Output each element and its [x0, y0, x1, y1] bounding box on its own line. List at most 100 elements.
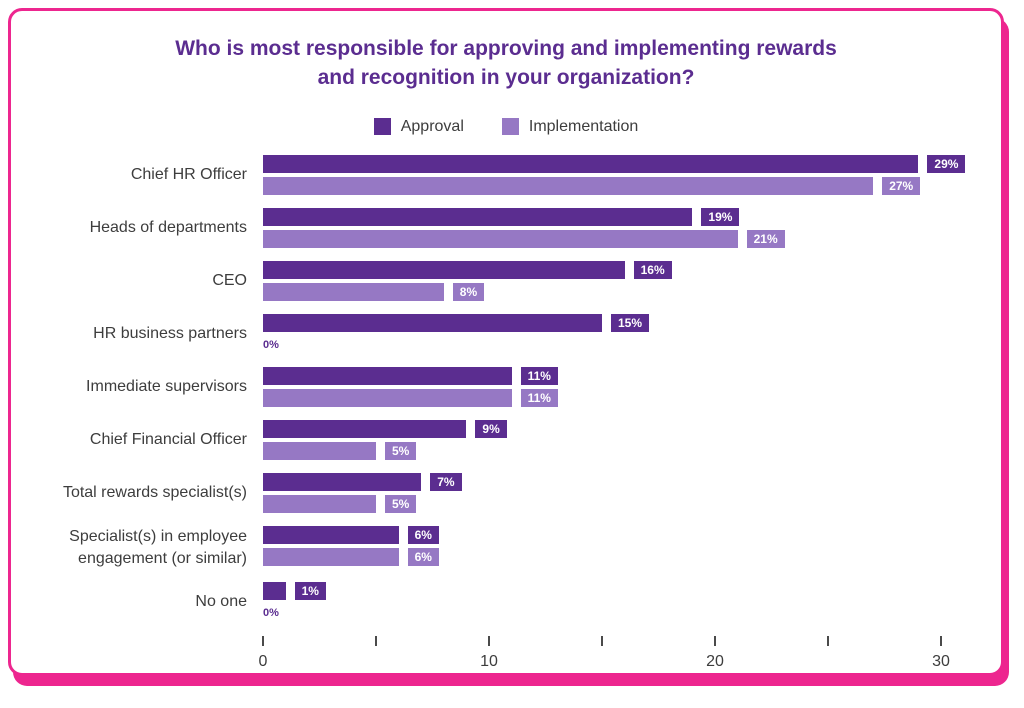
- chart-row: Chief HR Officer 29% 27%: [11, 154, 1001, 195]
- implementation-bar: [263, 547, 399, 566]
- category-label: Heads of departments: [89, 219, 247, 237]
- bar-group: 1% 0%: [263, 582, 1001, 622]
- x-axis-tick-label: 20: [706, 653, 724, 671]
- implementation-value-label: 5%: [385, 494, 417, 513]
- implementation-value-label: 11%: [520, 388, 558, 407]
- bar-group: 15% 0%: [263, 313, 1001, 354]
- legend-item-implementation: Implementation: [501, 117, 639, 137]
- chart-row: Immediate supervisors 11% 11%: [11, 366, 1001, 407]
- bar-group: 16% 8%: [263, 260, 1001, 301]
- approval-bar: [263, 525, 399, 544]
- chart-row: Chief Financial Officer 9% 5%: [11, 419, 1001, 460]
- bar-group: 6% 6%: [263, 525, 1001, 569]
- implementation-value-label: 21%: [746, 229, 785, 248]
- approval-value-label: 11%: [520, 366, 558, 385]
- chart-row: No one 1% 0%: [11, 582, 1001, 622]
- approval-bar-line: 9%: [263, 419, 1001, 438]
- implementation-bar: [263, 229, 738, 248]
- implementation-bar-line: 8%: [263, 282, 1001, 301]
- category-label: Chief HR Officer: [130, 166, 247, 184]
- implementation-bar: [263, 494, 376, 513]
- approval-bar: [263, 366, 512, 385]
- implementation-bar: [263, 282, 444, 301]
- approval-bar: [263, 472, 422, 491]
- implementation-bar-line: 6%: [263, 547, 1001, 566]
- chart-row: HR business partners 15% 0%: [11, 313, 1001, 354]
- x-axis-tick-label: 0: [258, 653, 268, 671]
- category-label: CEO: [212, 272, 247, 290]
- approval-bar-line: 19%: [263, 207, 1001, 226]
- category-label: Specialist(s) in employee engagement (or…: [69, 527, 247, 567]
- approval-bar-line: 6%: [263, 525, 1001, 544]
- bar-group: 29% 27%: [263, 154, 1001, 195]
- implementation-bar-line: 5%: [263, 441, 1001, 460]
- approval-swatch-icon: [373, 118, 391, 136]
- category-label: Total rewards specialist(s): [62, 484, 247, 502]
- implementation-bar-line: 27%: [263, 176, 1001, 195]
- category-label: Immediate supervisors: [86, 378, 247, 396]
- approval-value-label: 15%: [611, 313, 650, 332]
- chart-title-line2: and recognition in your organization?: [317, 65, 695, 89]
- implementation-value-label: 5%: [385, 441, 417, 460]
- category-label: HR business partners: [93, 325, 247, 343]
- implementation-zero-label: 0%: [263, 338, 279, 351]
- approval-value-label: 6%: [407, 525, 439, 544]
- x-axis-tick: [488, 636, 490, 647]
- x-axis-tick-label: 30: [932, 653, 950, 671]
- x-axis-tick: [262, 636, 264, 647]
- chart-title: Who is most responsible for approving an…: [11, 35, 1001, 93]
- approval-value-label: 1%: [294, 582, 326, 601]
- approval-bar-line: 29%: [263, 154, 1001, 173]
- implementation-value-label: 27%: [882, 176, 921, 195]
- approval-bar-line: 16%: [263, 260, 1001, 279]
- chart-card: Who is most responsible for approving an…: [8, 8, 1004, 676]
- approval-bar-line: 7%: [263, 472, 1001, 491]
- approval-value-label: 19%: [701, 207, 740, 226]
- chart-row: Heads of departments 19% 21%: [11, 207, 1001, 248]
- approval-bar: [263, 154, 919, 173]
- x-axis-tick: [601, 636, 603, 647]
- approval-bar-line: 1%: [263, 582, 1001, 601]
- legend-item-approval: Approval: [373, 117, 464, 137]
- x-axis-tick: [714, 636, 716, 647]
- approval-bar-line: 11%: [263, 366, 1001, 385]
- chart-row: Specialist(s) in employee engagement (or…: [11, 525, 1001, 569]
- implementation-bar-line: 21%: [263, 229, 1001, 248]
- approval-bar: [263, 207, 693, 226]
- legend-label: Implementation: [528, 117, 639, 135]
- approval-bar: [263, 260, 625, 279]
- approval-bar: [263, 419, 467, 438]
- approval-value-label: 29%: [927, 154, 966, 173]
- approval-value-label: 7%: [430, 472, 462, 491]
- implementation-zero-label: 0%: [263, 607, 279, 620]
- implementation-value-label: 8%: [452, 282, 485, 301]
- chart-plot-area: Chief HR Officer 29% 27% Heads of departmen…: [11, 154, 1001, 622]
- bar-group: 7% 5%: [263, 472, 1001, 513]
- approval-bar: [263, 313, 602, 332]
- implementation-value-label: 6%: [407, 547, 439, 566]
- x-axis-tick: [940, 636, 942, 647]
- implementation-bar-line: 5%: [263, 494, 1001, 513]
- chart-row: Total rewards specialist(s) 7% 5%: [11, 472, 1001, 513]
- category-label: Chief Financial Officer: [89, 431, 247, 449]
- chart-title-line1: Who is most responsible for approving an…: [175, 37, 837, 60]
- bar-group: 11% 11%: [263, 366, 1001, 407]
- implementation-swatch-icon: [501, 118, 519, 136]
- legend-label: Approval: [400, 117, 464, 135]
- x-axis-tick-label: 10: [480, 653, 498, 671]
- approval-bar-line: 15%: [263, 313, 1001, 332]
- approval-value-label: 9%: [475, 419, 507, 438]
- x-axis: 0 10 20 30: [259, 636, 950, 673]
- x-axis-tick: [827, 636, 829, 647]
- implementation-bar: [263, 441, 376, 460]
- implementation-bar-line: 11%: [263, 388, 1001, 407]
- legend: Approval Implementation: [11, 117, 1001, 137]
- approval-value-label: 16%: [633, 260, 672, 279]
- bar-group: 19% 21%: [263, 207, 1001, 248]
- x-axis-tick: [375, 636, 377, 647]
- implementation-bar: [263, 388, 512, 407]
- bar-group: 9% 5%: [263, 419, 1001, 460]
- approval-bar: [263, 582, 286, 601]
- implementation-bar-line: 0%: [263, 604, 1001, 622]
- chart-row: CEO 16% 8%: [11, 260, 1001, 301]
